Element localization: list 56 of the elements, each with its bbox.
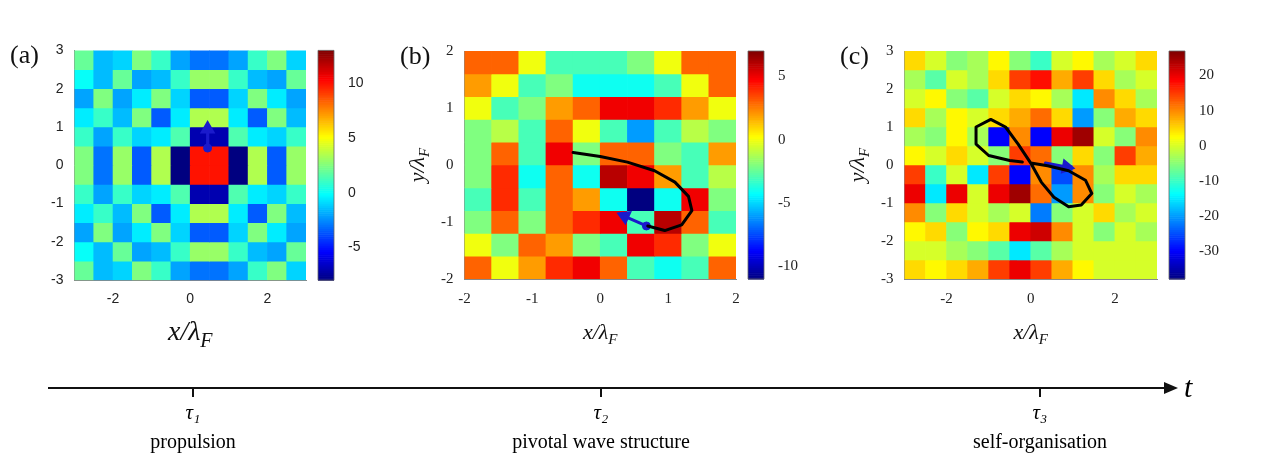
color-bar-label: 5 (778, 67, 786, 84)
color-bar-label: 10 (1199, 101, 1214, 118)
y-tick-label: 1 (55, 117, 64, 134)
chart-title: (c) (840, 40, 869, 70)
y-tick-label: 3 (55, 41, 64, 58)
y-tick-label: -2 (51, 232, 64, 249)
y-tick-label: -1 (441, 212, 454, 229)
x-tick-label: -2 (458, 289, 471, 306)
x-tick-label: 0 (1027, 289, 1035, 306)
chart-title: (a) (10, 40, 39, 70)
text: t (1184, 370, 1193, 404)
text: propulsion (149, 430, 237, 453)
x-tick-label: 0 (596, 289, 604, 306)
y-tick-label: -2 (441, 269, 454, 286)
x-tick-label: -2 (106, 290, 120, 307)
color-bar-label: 0 (778, 130, 786, 147)
y-tick-label: 0 (446, 155, 454, 172)
color-bar-label: 0 (348, 183, 356, 200)
y-tick-label: -3 (51, 271, 64, 288)
y-tick-label: 1 (886, 117, 894, 134)
color-bar-label: -10 (778, 257, 798, 274)
color-bar-label: -10 (1199, 171, 1219, 188)
y-tick-label: -1 (51, 194, 64, 211)
y-tick-label: 2 (886, 79, 894, 96)
y-tick-label: -1 (881, 193, 894, 210)
y-tick-label: 0 (886, 155, 894, 172)
x-tick-label: 2 (732, 289, 740, 306)
y-axis-title: y/λF (843, 146, 872, 185)
y-tick-label: 2 (55, 79, 64, 96)
y-tick-label: 3 (886, 41, 894, 58)
y-axis-title: y/λF (403, 146, 432, 185)
color-bar-label: -5 (778, 193, 791, 210)
y-tick-label: 0 (55, 156, 64, 173)
y-tick-label: 1 (446, 98, 454, 115)
y-tick-label: -2 (881, 231, 894, 248)
color-bar-label: 10 (348, 74, 364, 91)
color-bar-label: 20 (1199, 66, 1214, 83)
text: self-organisation (971, 430, 1108, 453)
category-label: τ₃ (1031, 400, 1049, 425)
color-bar-label: -5 (348, 238, 361, 255)
color-bar-label: -30 (1199, 241, 1219, 258)
text: pivotal wave structure (511, 430, 691, 453)
x-tick-label: 0 (186, 290, 195, 307)
x-tick-label: -1 (526, 289, 539, 306)
color-bar-label: -20 (1199, 206, 1219, 223)
chart-title: (b) (400, 40, 431, 70)
color-bar-label: 0 (1199, 136, 1207, 153)
x-tick-label: 2 (263, 290, 272, 307)
y-tick-label: 2 (446, 41, 454, 58)
x-tick-label: -2 (940, 289, 953, 306)
color-bar-label: 5 (348, 128, 356, 145)
category-label: τ₂ (592, 400, 610, 425)
x-tick-label: 2 (1111, 289, 1119, 306)
y-tick-label: -3 (881, 269, 894, 286)
x-tick-label: 1 (664, 289, 672, 306)
category-label: τ₁ (184, 400, 202, 425)
